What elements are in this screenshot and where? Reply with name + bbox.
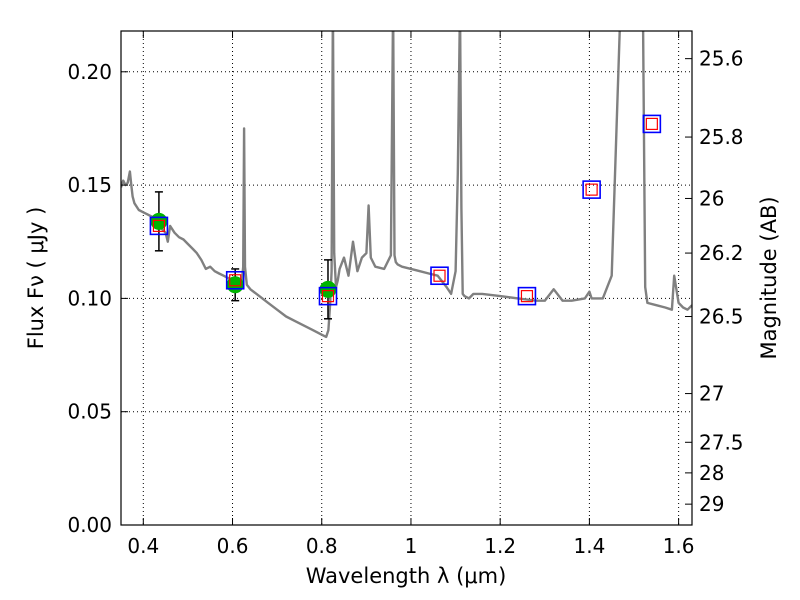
right-tick-label: 29 (699, 492, 724, 516)
right-tick-label: 25.6 (699, 47, 744, 71)
model-box-inner (433, 269, 446, 282)
x-tick-label: 1 (405, 534, 418, 558)
x-tick-label: 0.6 (217, 534, 249, 558)
x-axis-label: Wavelength λ (μm) (306, 564, 507, 588)
x-tick-label: 1.6 (663, 534, 695, 558)
x-tick-label: 0.4 (127, 534, 159, 558)
x-tick-label: 0.8 (306, 534, 338, 558)
y-tick-label: 0.10 (67, 286, 112, 310)
right-tick-label: 27 (699, 382, 724, 406)
model-photometry-point (149, 216, 169, 236)
y-tick-label: 0.15 (67, 173, 112, 197)
x-tick-label: 1.4 (573, 534, 605, 558)
model-photometry-layer (149, 114, 662, 306)
model-box-outer (149, 216, 169, 236)
model-photometry-point (517, 286, 537, 306)
x-axis-ticks: 0.4 0.6 0.8 1 1.2 1.4 1.6 (127, 31, 695, 558)
model-box-inner (585, 183, 598, 196)
model-photometry-point (642, 114, 662, 134)
x-tick-label: 1.2 (484, 534, 516, 558)
right-tick-label: 28 (699, 461, 724, 485)
model-photometry-point (582, 180, 601, 199)
right-tick-label: 25.8 (699, 125, 744, 149)
y-tick-label: 0.05 (67, 400, 112, 424)
right-tick-label: 26.5 (699, 305, 744, 329)
model-box-outer (642, 114, 662, 134)
right-tick-label: 27.5 (699, 430, 744, 454)
model-box-inner (229, 274, 242, 287)
model-box-outer (318, 286, 338, 306)
y-axis-ticks: 0.00 0.05 0.10 0.15 0.20 (67, 60, 128, 537)
model-box-inner (152, 219, 166, 232)
model-box-outer (517, 286, 537, 306)
plot-frame (120, 30, 693, 526)
y-tick-label: 0.00 (67, 513, 112, 537)
right-tick-label: 26.2 (699, 241, 744, 265)
right-tick-label: 26 (699, 186, 724, 210)
model-box-inner (645, 117, 658, 131)
right-axis-ticks: 25.6 25.8 26 26.2 26.5 27 27.5 28 29 (685, 47, 744, 516)
model-box-inner (520, 290, 534, 303)
model-box-outer (225, 270, 245, 290)
model-box-inner (321, 290, 335, 303)
grid-lines (121, 31, 692, 526)
model-box-outer (582, 180, 601, 199)
right-axis-label: Magnitude (AB) (757, 196, 781, 359)
model-spectrum-layer (121, 31, 692, 339)
model-box-outer (430, 266, 449, 286)
y-axis-label: Flux Fν ( μJy ) (24, 207, 48, 350)
y-tick-label: 0.20 (67, 60, 112, 84)
model-photometry-point (225, 270, 245, 290)
model-spectrum-line (121, 31, 692, 339)
model-photometry-point (430, 266, 449, 286)
model-photometry-point (318, 286, 338, 306)
